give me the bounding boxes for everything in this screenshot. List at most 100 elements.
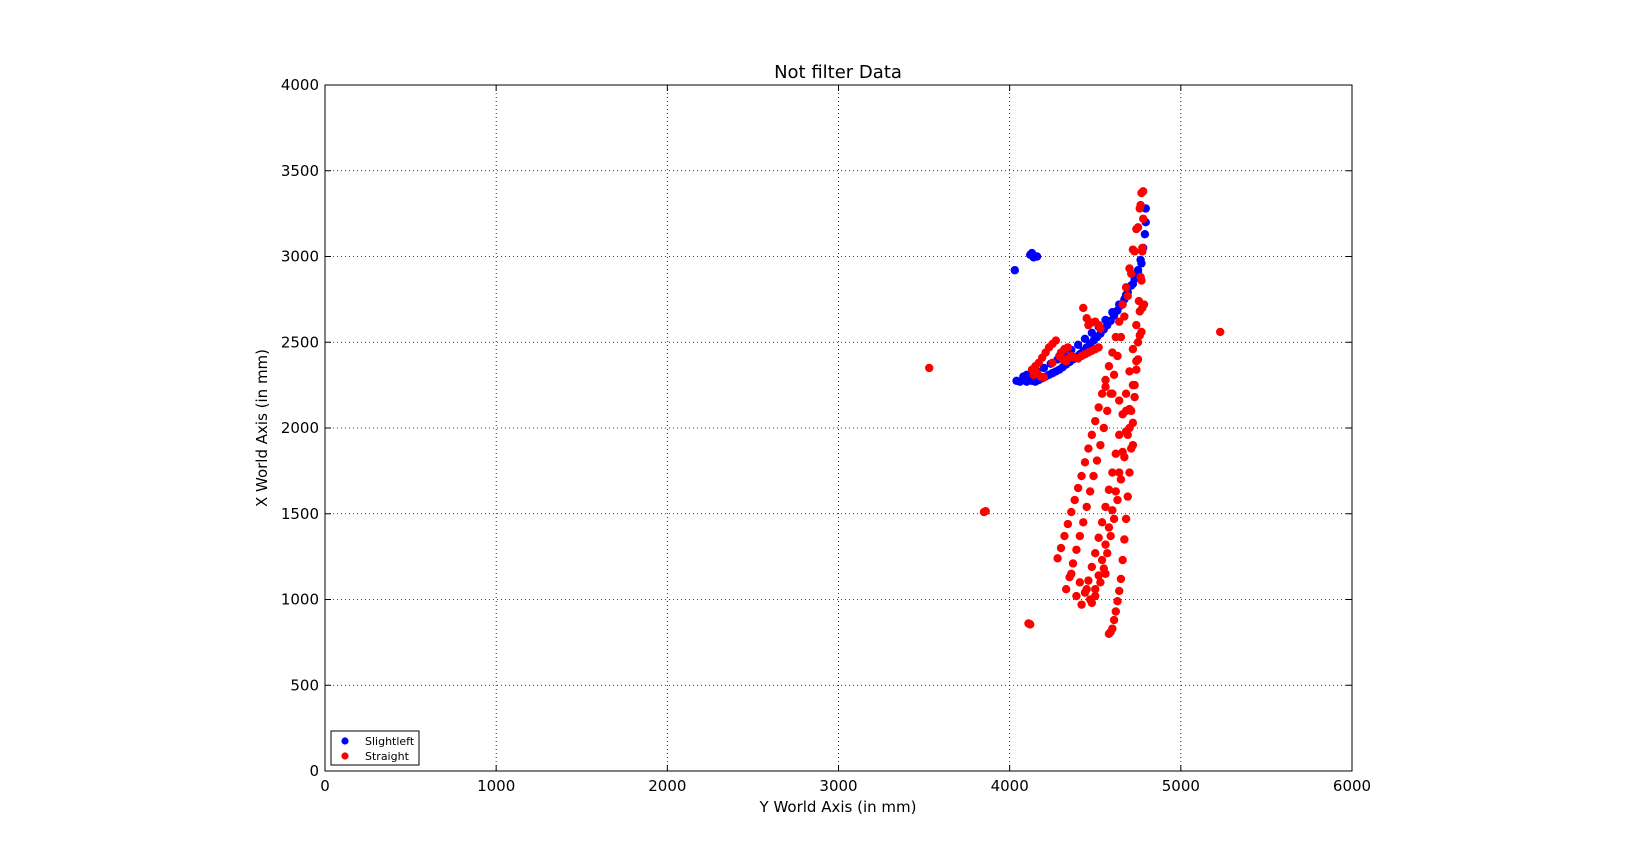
data-point-straight	[1118, 300, 1127, 309]
x-tick-label: 5000	[1162, 777, 1200, 795]
data-point-straight	[1115, 396, 1124, 405]
data-point-straight	[1094, 343, 1103, 352]
data-point-slightleft	[1137, 259, 1146, 268]
data-point-straight	[1137, 188, 1146, 198]
data-point-straight	[1111, 487, 1120, 496]
data-point-straight	[1113, 495, 1122, 505]
y-tick-label: 1000	[281, 591, 319, 609]
legend-marker-straight	[341, 752, 349, 760]
data-point-straight	[1070, 495, 1079, 505]
data-point-straight	[1108, 506, 1117, 515]
data-point-straight	[1108, 468, 1117, 477]
data-point-slightleft	[1140, 230, 1150, 239]
data-point-straight	[1121, 283, 1131, 292]
data-point-straight	[1130, 380, 1139, 390]
data-point-straight	[1116, 475, 1126, 484]
y-axis-label: X World Axis (in mm)	[253, 349, 271, 507]
data-point-straight	[1121, 514, 1131, 524]
data-point-straight	[1125, 468, 1134, 477]
data-point-straight	[1121, 406, 1131, 416]
data-point-straight	[1084, 444, 1093, 453]
data-point-straight	[1113, 597, 1122, 606]
data-point-straight	[1094, 533, 1103, 542]
data-point-straight	[1104, 362, 1114, 371]
data-point-straight	[1139, 300, 1149, 309]
data-point-straight	[1097, 555, 1107, 565]
data-point-straight	[1130, 247, 1139, 256]
data-point-straight	[1056, 543, 1066, 553]
data-point-straight	[1067, 569, 1076, 578]
data-point-straight	[1111, 449, 1120, 458]
x-tick-label: 6000	[1333, 777, 1371, 795]
data-point-straight	[1132, 320, 1141, 330]
data-point-straight	[1133, 338, 1143, 347]
data-point-straight	[1067, 507, 1076, 517]
data-point-slightleft	[1128, 279, 1138, 289]
legend: Slightleft Straight	[330, 730, 420, 766]
data-point-slightleft	[1029, 253, 1038, 262]
y-tick-label: 2000	[281, 419, 319, 437]
data-point-straight	[1120, 312, 1129, 321]
data-point-straight	[1087, 562, 1097, 572]
data-point-straight	[1101, 382, 1110, 392]
data-point-straight	[1118, 555, 1127, 565]
y-tick-label: 1500	[281, 505, 319, 523]
data-point-straight	[1051, 336, 1061, 345]
data-point-straight	[1116, 332, 1126, 342]
data-point-straight	[1106, 531, 1115, 541]
data-point-straight	[1109, 370, 1119, 380]
y-tick-label: 4000	[281, 76, 319, 94]
data-point-straight	[1109, 615, 1119, 625]
data-point-straight	[1128, 440, 1138, 450]
data-point-straight	[1115, 468, 1124, 477]
data-point-straight	[1082, 585, 1091, 594]
data-point-slightleft	[1010, 266, 1020, 275]
data-point-straight	[1077, 600, 1086, 609]
data-point-straight	[981, 506, 990, 516]
y-tick-label: 0	[309, 762, 319, 780]
data-point-straight	[1123, 430, 1132, 440]
data-point-straight	[1065, 353, 1074, 362]
data-point-straight	[1133, 223, 1143, 232]
data-point-straight	[1103, 406, 1112, 416]
data-point-straight	[1097, 389, 1107, 398]
data-point-straight	[1085, 487, 1095, 496]
data-point-straight	[1130, 392, 1139, 402]
data-point-straight	[1094, 571, 1103, 580]
data-point-straight	[1125, 423, 1134, 433]
data-point-straight	[1075, 578, 1085, 587]
data-point-straight	[1073, 483, 1083, 493]
data-point-straight	[1136, 272, 1145, 282]
data-point-straight	[1101, 540, 1110, 549]
data-point-straight	[1138, 247, 1147, 256]
data-point-straight	[1091, 416, 1100, 426]
data-point-slightleft	[1039, 363, 1049, 373]
data-point-straight	[925, 363, 934, 373]
data-point-slightleft	[1087, 328, 1097, 338]
data-point-straight	[1099, 423, 1109, 433]
data-point-straight	[1063, 519, 1073, 529]
data-points	[925, 187, 1225, 638]
x-axis-label: Y World Axis (in mm)	[759, 798, 917, 816]
data-point-straight	[1136, 200, 1145, 210]
axis-ticks: 0 1000 2000 3000 4000 5000 6000 0 500 1000 1500 200…	[281, 76, 1371, 795]
data-point-straight	[1121, 389, 1131, 398]
data-point-straight	[1113, 351, 1122, 361]
data-point-straight	[1048, 358, 1057, 368]
y-tick-label: 2500	[281, 333, 319, 351]
data-point-straight	[1082, 502, 1091, 512]
data-point-straight	[1109, 514, 1119, 524]
data-point-straight	[1068, 559, 1078, 568]
y-tick-label: 3000	[281, 248, 319, 266]
data-point-straight	[1061, 585, 1071, 594]
data-point-straight	[1101, 375, 1110, 385]
data-point-straight	[1101, 569, 1110, 578]
data-point-slightleft	[1108, 308, 1117, 317]
data-point-straight	[1126, 269, 1136, 278]
data-point-straight	[1133, 355, 1143, 364]
data-point-straight	[1103, 548, 1112, 558]
data-point-straight	[1096, 578, 1105, 587]
data-point-straight	[1089, 471, 1098, 481]
data-point-straight	[1075, 531, 1085, 541]
